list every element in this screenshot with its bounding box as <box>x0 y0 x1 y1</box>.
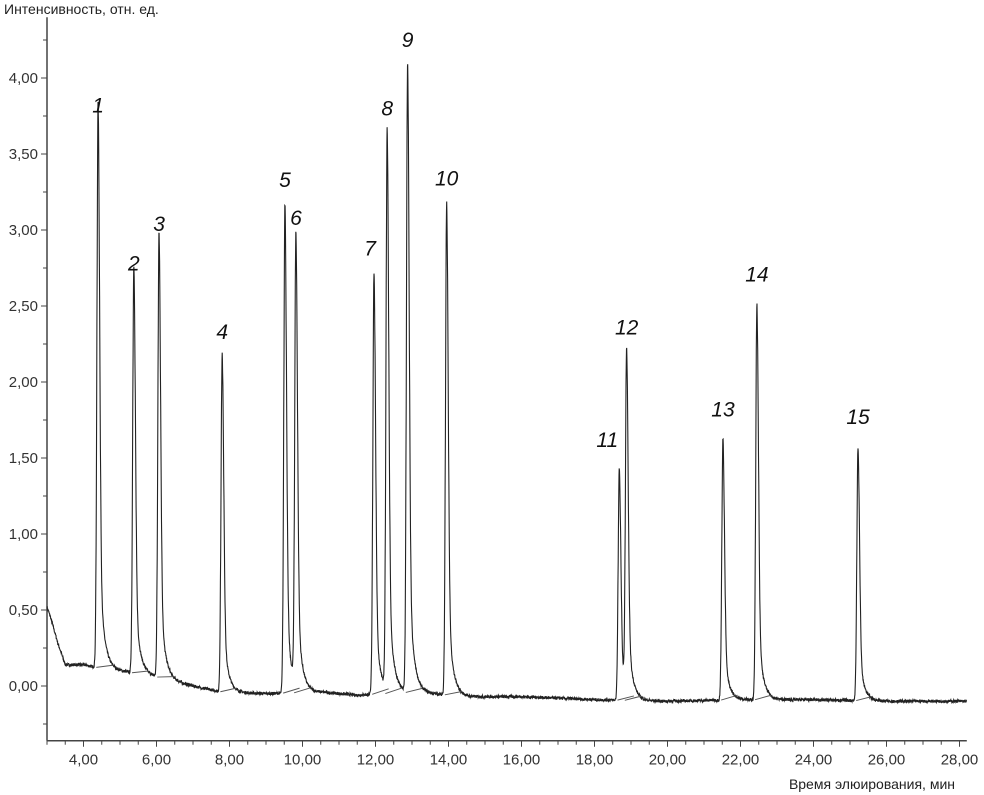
y-tick-label: 1,00 <box>9 526 38 543</box>
integration-baseline <box>721 694 738 701</box>
peak-label: 12 <box>615 316 639 339</box>
integration-baseline <box>617 695 635 701</box>
y-tick-label: 4,00 <box>9 70 38 87</box>
x-tick-label: 8,00 <box>215 752 244 769</box>
y-tick-label: 1,50 <box>9 450 38 467</box>
x-tick-label: 24,00 <box>795 752 833 769</box>
y-tick-label: 2,50 <box>9 298 38 315</box>
integration-baseline <box>131 670 149 674</box>
trace-group <box>46 64 967 705</box>
peak-label: 9 <box>402 29 414 52</box>
integration-baseline <box>385 687 402 695</box>
y-tick-label: 0,50 <box>9 602 38 619</box>
chromatogram-trace <box>46 64 967 705</box>
y-tick-label: 3,00 <box>9 222 38 239</box>
integration-baseline <box>856 695 873 702</box>
x-tick-label: 12,00 <box>357 752 395 769</box>
x-tick-label: 10,00 <box>284 752 322 769</box>
integration-baseline <box>96 664 113 668</box>
x-tick-label: 26,00 <box>868 752 906 769</box>
x-tick-label: 18,00 <box>576 752 614 769</box>
integration-baseline <box>293 687 311 694</box>
x-tick-label: 20,00 <box>649 752 687 769</box>
peak-label: 14 <box>745 263 768 286</box>
peak-label: 4 <box>216 321 228 344</box>
y-tick-label: 3,50 <box>9 146 38 163</box>
peak-label: 15 <box>846 406 870 429</box>
x-tick-label: 22,00 <box>722 752 760 769</box>
peak-label: 8 <box>381 98 393 121</box>
x-tick-label: 4,00 <box>69 752 98 769</box>
x-tick-label: 28,00 <box>941 752 979 769</box>
y-tick-label: 0,00 <box>9 678 38 695</box>
integration-baseline <box>444 691 462 696</box>
axes: 4,00 6,00 8,00 10,00 12,00 14,00 16,00 18,00 20,… <box>9 17 978 769</box>
integration-baseline <box>372 688 389 695</box>
peak-label: 7 <box>364 237 377 260</box>
integration-baseline <box>220 687 237 693</box>
y-tick-label: 2,00 <box>9 374 38 391</box>
peak-label: 3 <box>153 213 165 236</box>
integration-baseline <box>624 695 642 701</box>
x-axis-title: Время элюирования, мин <box>789 776 955 792</box>
peak-label: 11 <box>596 429 618 452</box>
integration-baseline <box>283 687 300 694</box>
peak-label: 1 <box>92 95 104 118</box>
y-axis-title: Интенсивность, отн. ед. <box>4 1 159 17</box>
peak-label: 6 <box>290 207 302 230</box>
x-tick-label: 14,00 <box>430 752 468 769</box>
integration-baseline <box>405 687 423 693</box>
integration-baseline <box>754 694 772 701</box>
peak-label: 5 <box>279 169 291 192</box>
x-tick-label: 6,00 <box>142 752 171 769</box>
peak-label: 13 <box>711 399 735 422</box>
peak-label: 2 <box>127 253 140 276</box>
x-tick-label: 16,00 <box>503 752 541 769</box>
peak-label: 10 <box>435 168 459 191</box>
